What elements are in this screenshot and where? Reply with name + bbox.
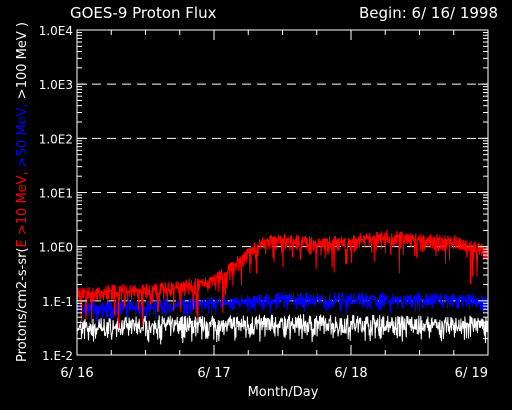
- series-line-50MeVmev: [76, 291, 489, 323]
- y-tick-label: 1.0E1: [39, 187, 73, 201]
- y-tick-label: 1.E-1: [42, 295, 73, 309]
- begin-date-label: Begin: 6/ 16/ 1998: [359, 4, 498, 22]
- series-line-100MeVmev: [76, 314, 489, 345]
- series-group: [76, 229, 489, 345]
- x-tick-label: 6/ 18: [334, 366, 367, 381]
- y-tick-label: 1.0E3: [39, 78, 73, 92]
- x-tick-label: 6/ 16: [60, 366, 93, 381]
- grid-lines: [77, 83, 488, 302]
- y-tick-label: 1.0E0: [39, 241, 73, 255]
- series-line-10MeVmev: [76, 229, 489, 329]
- y-axis-label-part: E >10 MeV,: [15, 167, 30, 247]
- y-axis: 1.E-2 1.E-1 1.0E0 1.0E1 1.0E2 1.0E3 1.0E4: [39, 24, 488, 363]
- x-tick-label: 6/ 19: [455, 366, 488, 381]
- x-tick-label: 6/ 17: [197, 366, 230, 381]
- y-tick-label: 1.E-2: [42, 349, 73, 363]
- y-axis-label-part: Protons/cm2-s-sr(: [15, 247, 30, 362]
- y-axis-label-part: >100 MeV ): [15, 22, 30, 99]
- x-axis: 6/ 16 6/ 17 6/ 18 6/ 19: [60, 30, 489, 381]
- y-tick-label: 1.0E2: [39, 132, 73, 146]
- y-tick-label: 1.0E4: [39, 24, 73, 38]
- chart-title: GOES-9 Proton Flux: [70, 4, 217, 22]
- y-axis-label: Protons/cm2-s-sr(E >10 MeV, >50 MeV, >10…: [15, 22, 30, 362]
- y-axis-label-part: >50 MeV,: [15, 99, 30, 167]
- x-axis-label: Month/Day: [248, 385, 319, 400]
